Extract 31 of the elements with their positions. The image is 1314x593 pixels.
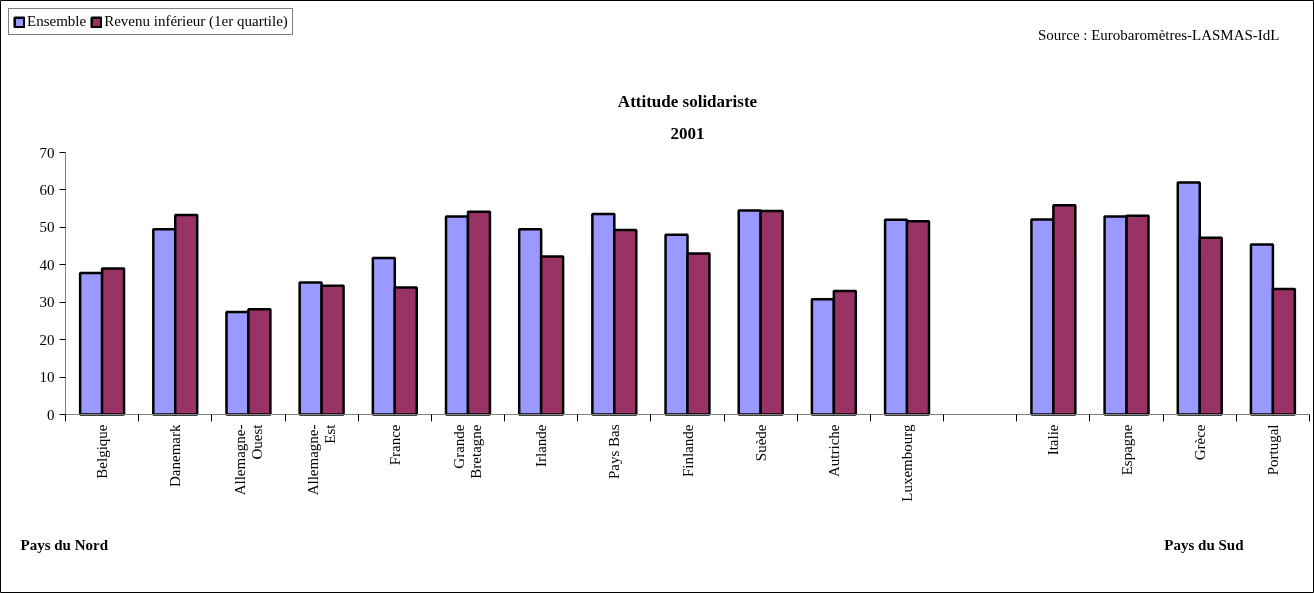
text: Pays du Sud xyxy=(1164,536,1245,553)
x-tick-label: Italie xyxy=(1045,424,1062,456)
y-tick-label: 60 xyxy=(39,181,55,198)
x-tick-label: Allemagne-Ouest xyxy=(231,423,265,496)
x-tick-label: Irlande xyxy=(533,424,550,467)
y-tick-label: 10 xyxy=(39,369,55,386)
x-tick-label: Portugal xyxy=(1264,424,1281,476)
y-tick-label: 40 xyxy=(39,256,55,273)
y-tick-label: 0 xyxy=(47,406,55,423)
x-tick-label: Suède xyxy=(752,424,769,462)
x-tick-label: Grèce xyxy=(1191,424,1208,461)
x-tick-label: Espagne xyxy=(1118,424,1135,476)
x-tick-label: Luxembourg xyxy=(899,424,916,502)
y-tick-label: 70 xyxy=(39,144,55,161)
x-tick-label: Danemark xyxy=(167,424,184,487)
x-tick-label: France xyxy=(386,424,403,466)
legend-label: Ensemble xyxy=(27,13,87,30)
y-tick-label: 30 xyxy=(39,294,55,311)
source-note: Source : Eurobaromètres-LASMAS-IdL xyxy=(1037,26,1280,43)
x-tick-label: Grande Bretagne xyxy=(451,424,485,479)
legend-label: Revenu inférieur (1er quartile) xyxy=(104,13,288,30)
x-tick-label: Autriche xyxy=(825,424,842,477)
x-tick-label: Finlande xyxy=(679,424,696,477)
x-tick-label: Belgique xyxy=(94,424,111,479)
y-tick-label: 50 xyxy=(39,219,55,236)
x-tick-label: Pays Bas xyxy=(606,424,623,480)
y-tick-label: 20 xyxy=(39,331,55,348)
text: Pays du Nord xyxy=(20,536,109,553)
x-tick-label: Allemagne-Est xyxy=(305,423,339,496)
chart-subtitle: 2001 xyxy=(670,123,705,143)
chart-title: Attitude solidariste xyxy=(617,91,758,111)
